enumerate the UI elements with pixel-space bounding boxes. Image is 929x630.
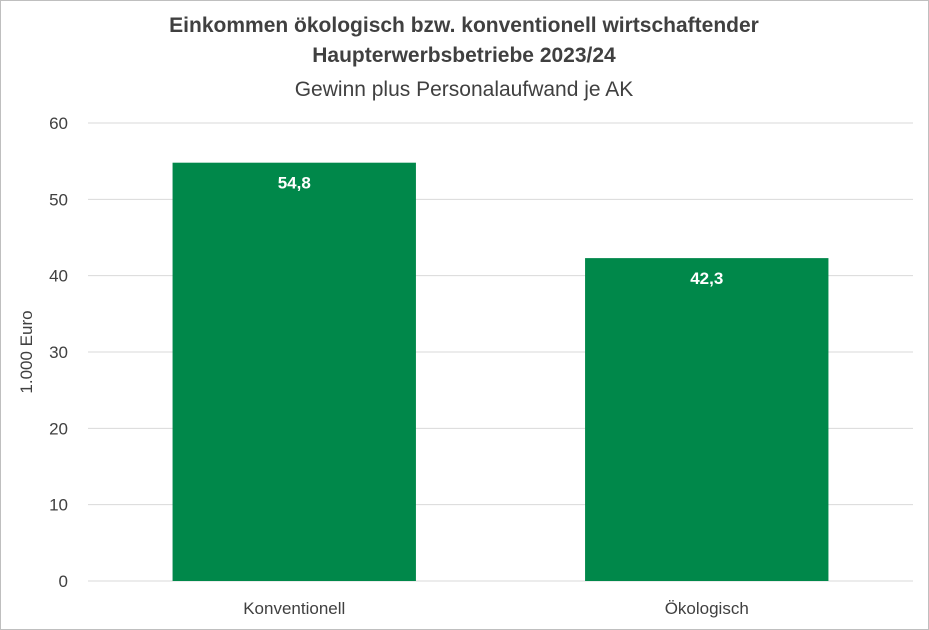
bar-data-label: 42,3 [690,269,723,288]
chart-title-line-2: Haupterwerbsbetriebe 2023/24 [312,44,616,67]
y-tick-label: 50 [49,190,68,209]
x-category-label: Konventionell [243,599,345,618]
y-tick-label: 20 [49,419,68,438]
y-tick-label: 0 [59,572,68,591]
x-category-label: Ökologisch [665,599,749,618]
x-axis-categories: Konventionell Ökologisch [243,599,749,618]
bars [173,163,829,581]
chart-title-line-1: Einkommen ökologisch bzw. konventionell … [169,14,759,37]
chart-subtitle: Gewinn plus Personalaufwand je AK [295,78,634,101]
bar [173,163,416,581]
y-tick-label: 30 [49,343,68,362]
bar-data-label: 54,8 [278,174,311,193]
y-axis-title: 1.000 Euro [17,310,36,393]
chart-title: Einkommen ökologisch bzw. konventionell … [169,14,759,67]
bar [585,258,828,581]
y-tick-label: 40 [49,267,68,286]
y-tick-label: 10 [49,496,68,515]
y-tick-label: 60 [49,114,68,133]
y-axis-ticks: 0 10 20 30 40 50 60 [49,114,68,591]
